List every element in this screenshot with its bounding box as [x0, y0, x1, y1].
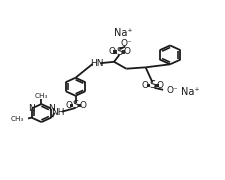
Text: O⁻: O⁻ [120, 39, 132, 48]
Text: S: S [149, 80, 155, 90]
Text: O: O [65, 101, 72, 110]
Text: HN: HN [89, 59, 103, 68]
Text: N: N [48, 104, 54, 113]
Text: S: S [72, 100, 78, 111]
Text: O: O [156, 81, 163, 90]
Text: CH₃: CH₃ [10, 116, 24, 122]
Text: O⁻: O⁻ [166, 86, 178, 95]
Text: O: O [108, 47, 115, 56]
Text: Na⁺: Na⁺ [180, 87, 198, 97]
Text: N: N [28, 104, 35, 113]
Text: O: O [123, 47, 130, 56]
Text: NH: NH [51, 108, 65, 117]
Text: Na⁺: Na⁺ [113, 28, 132, 38]
Text: O: O [79, 101, 86, 110]
Text: CH₃: CH₃ [35, 93, 48, 99]
Text: O: O [141, 81, 148, 90]
Text: S: S [116, 47, 122, 57]
